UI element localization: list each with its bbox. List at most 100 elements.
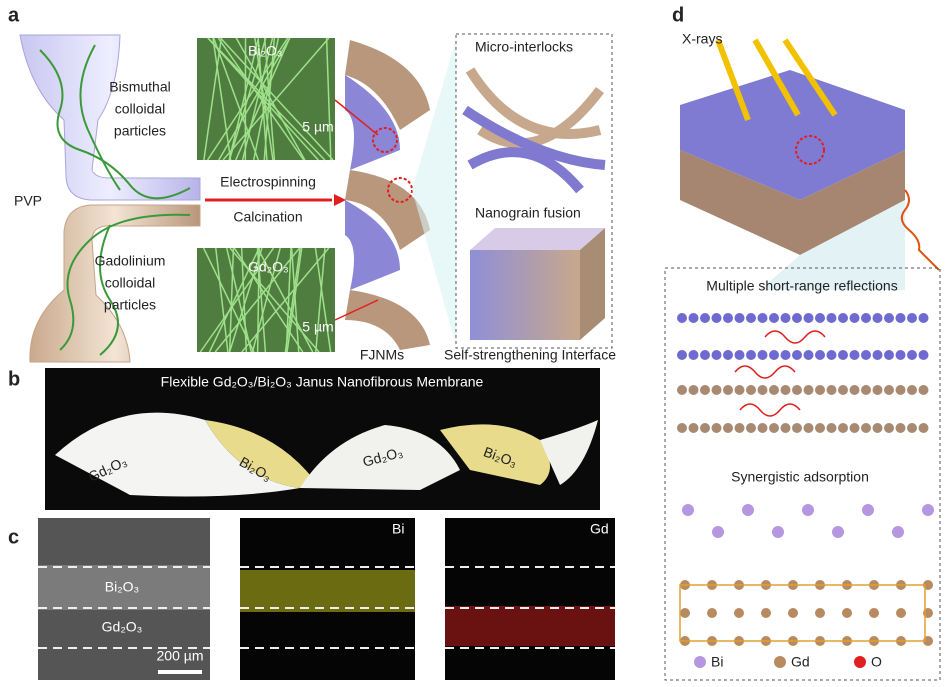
atom bbox=[757, 423, 768, 433]
fiber bbox=[254, 37, 274, 161]
atom bbox=[734, 385, 745, 395]
atom bbox=[895, 423, 906, 433]
label: Synergistic adsorption bbox=[731, 469, 869, 485]
atom bbox=[769, 350, 779, 360]
label: Multiple short-range reflections bbox=[706, 278, 897, 294]
fiber bbox=[241, 37, 274, 161]
reflection bbox=[739, 403, 801, 417]
fiber bbox=[199, 247, 275, 353]
fiber bbox=[212, 37, 260, 161]
atom bbox=[907, 385, 917, 395]
label: Gadolinium bbox=[95, 253, 166, 269]
fiber bbox=[212, 37, 232, 161]
atom bbox=[884, 313, 894, 323]
label: Calcination bbox=[233, 209, 302, 225]
fiber bbox=[217, 37, 305, 161]
atom bbox=[792, 385, 802, 395]
atom bbox=[815, 313, 825, 323]
fiber bbox=[208, 247, 260, 353]
label: Micro-interlocks bbox=[475, 39, 573, 55]
atom bbox=[734, 423, 745, 433]
atom bbox=[918, 423, 929, 433]
panel-label: b bbox=[8, 368, 20, 390]
atom bbox=[872, 313, 883, 323]
bi-atom bbox=[922, 504, 934, 516]
fiber bbox=[235, 37, 306, 161]
ribbon-illustration bbox=[55, 412, 598, 497]
atom bbox=[815, 385, 825, 395]
label: Gd bbox=[590, 521, 609, 537]
fiber bbox=[256, 247, 260, 353]
atom bbox=[723, 385, 733, 395]
atom bbox=[746, 350, 756, 360]
atom bbox=[734, 313, 745, 323]
atom bbox=[861, 423, 871, 433]
fiber bbox=[256, 247, 314, 353]
fiber bbox=[225, 247, 253, 353]
legend-swatch bbox=[854, 656, 866, 668]
atom bbox=[688, 385, 699, 395]
atom bbox=[711, 423, 722, 433]
atom bbox=[895, 385, 906, 395]
atom bbox=[769, 385, 779, 395]
fiber bbox=[228, 247, 263, 353]
label: X-rays bbox=[682, 31, 722, 47]
atom bbox=[723, 350, 733, 360]
atom bbox=[711, 350, 722, 360]
atom bbox=[907, 350, 917, 360]
label: Electrospinning bbox=[220, 174, 316, 190]
atom bbox=[723, 313, 733, 323]
atom bbox=[677, 385, 687, 395]
fiber bbox=[263, 37, 276, 161]
atom bbox=[872, 423, 883, 433]
gd-atom bbox=[761, 608, 771, 618]
atom bbox=[746, 313, 756, 323]
fiber bbox=[240, 247, 248, 353]
atom bbox=[872, 385, 883, 395]
fiber bbox=[286, 247, 303, 353]
atom bbox=[826, 385, 837, 395]
atom bbox=[884, 350, 894, 360]
atom bbox=[918, 385, 929, 395]
label: 200 µm bbox=[157, 648, 204, 664]
atom bbox=[849, 423, 860, 433]
atom bbox=[700, 385, 710, 395]
atom bbox=[918, 350, 929, 360]
atom bbox=[849, 350, 860, 360]
panel-label: c bbox=[8, 526, 19, 548]
atom bbox=[826, 313, 837, 323]
fiber bbox=[285, 247, 292, 353]
atom bbox=[711, 313, 722, 323]
gd-atom bbox=[734, 608, 744, 618]
lattice bbox=[679, 584, 926, 642]
fiber bbox=[325, 37, 332, 161]
atom bbox=[780, 350, 791, 360]
atom bbox=[838, 350, 848, 360]
bi-atom bbox=[682, 504, 694, 516]
funnel-illustration bbox=[19, 34, 346, 363]
label: Bi₂O₃ bbox=[248, 43, 282, 59]
atom bbox=[907, 423, 917, 433]
atom bbox=[872, 350, 883, 360]
gd-atom bbox=[869, 608, 879, 618]
bi-atom bbox=[862, 504, 874, 516]
label: FJNMs bbox=[360, 347, 404, 363]
gd-atom bbox=[788, 608, 798, 618]
label: Bismuthal bbox=[109, 79, 170, 95]
atom bbox=[677, 350, 687, 360]
atom bbox=[849, 313, 860, 323]
atom bbox=[792, 423, 802, 433]
gd-atom bbox=[842, 608, 852, 618]
reflection bbox=[734, 365, 796, 379]
bi-atom bbox=[802, 504, 814, 516]
atom bbox=[700, 350, 710, 360]
bi-atom bbox=[832, 526, 844, 538]
atom bbox=[907, 313, 917, 323]
fiber bbox=[214, 247, 301, 353]
atom bbox=[780, 313, 791, 323]
atom bbox=[780, 385, 791, 395]
atom bbox=[734, 350, 745, 360]
legend-label: Gd bbox=[791, 654, 810, 670]
atom bbox=[711, 385, 722, 395]
